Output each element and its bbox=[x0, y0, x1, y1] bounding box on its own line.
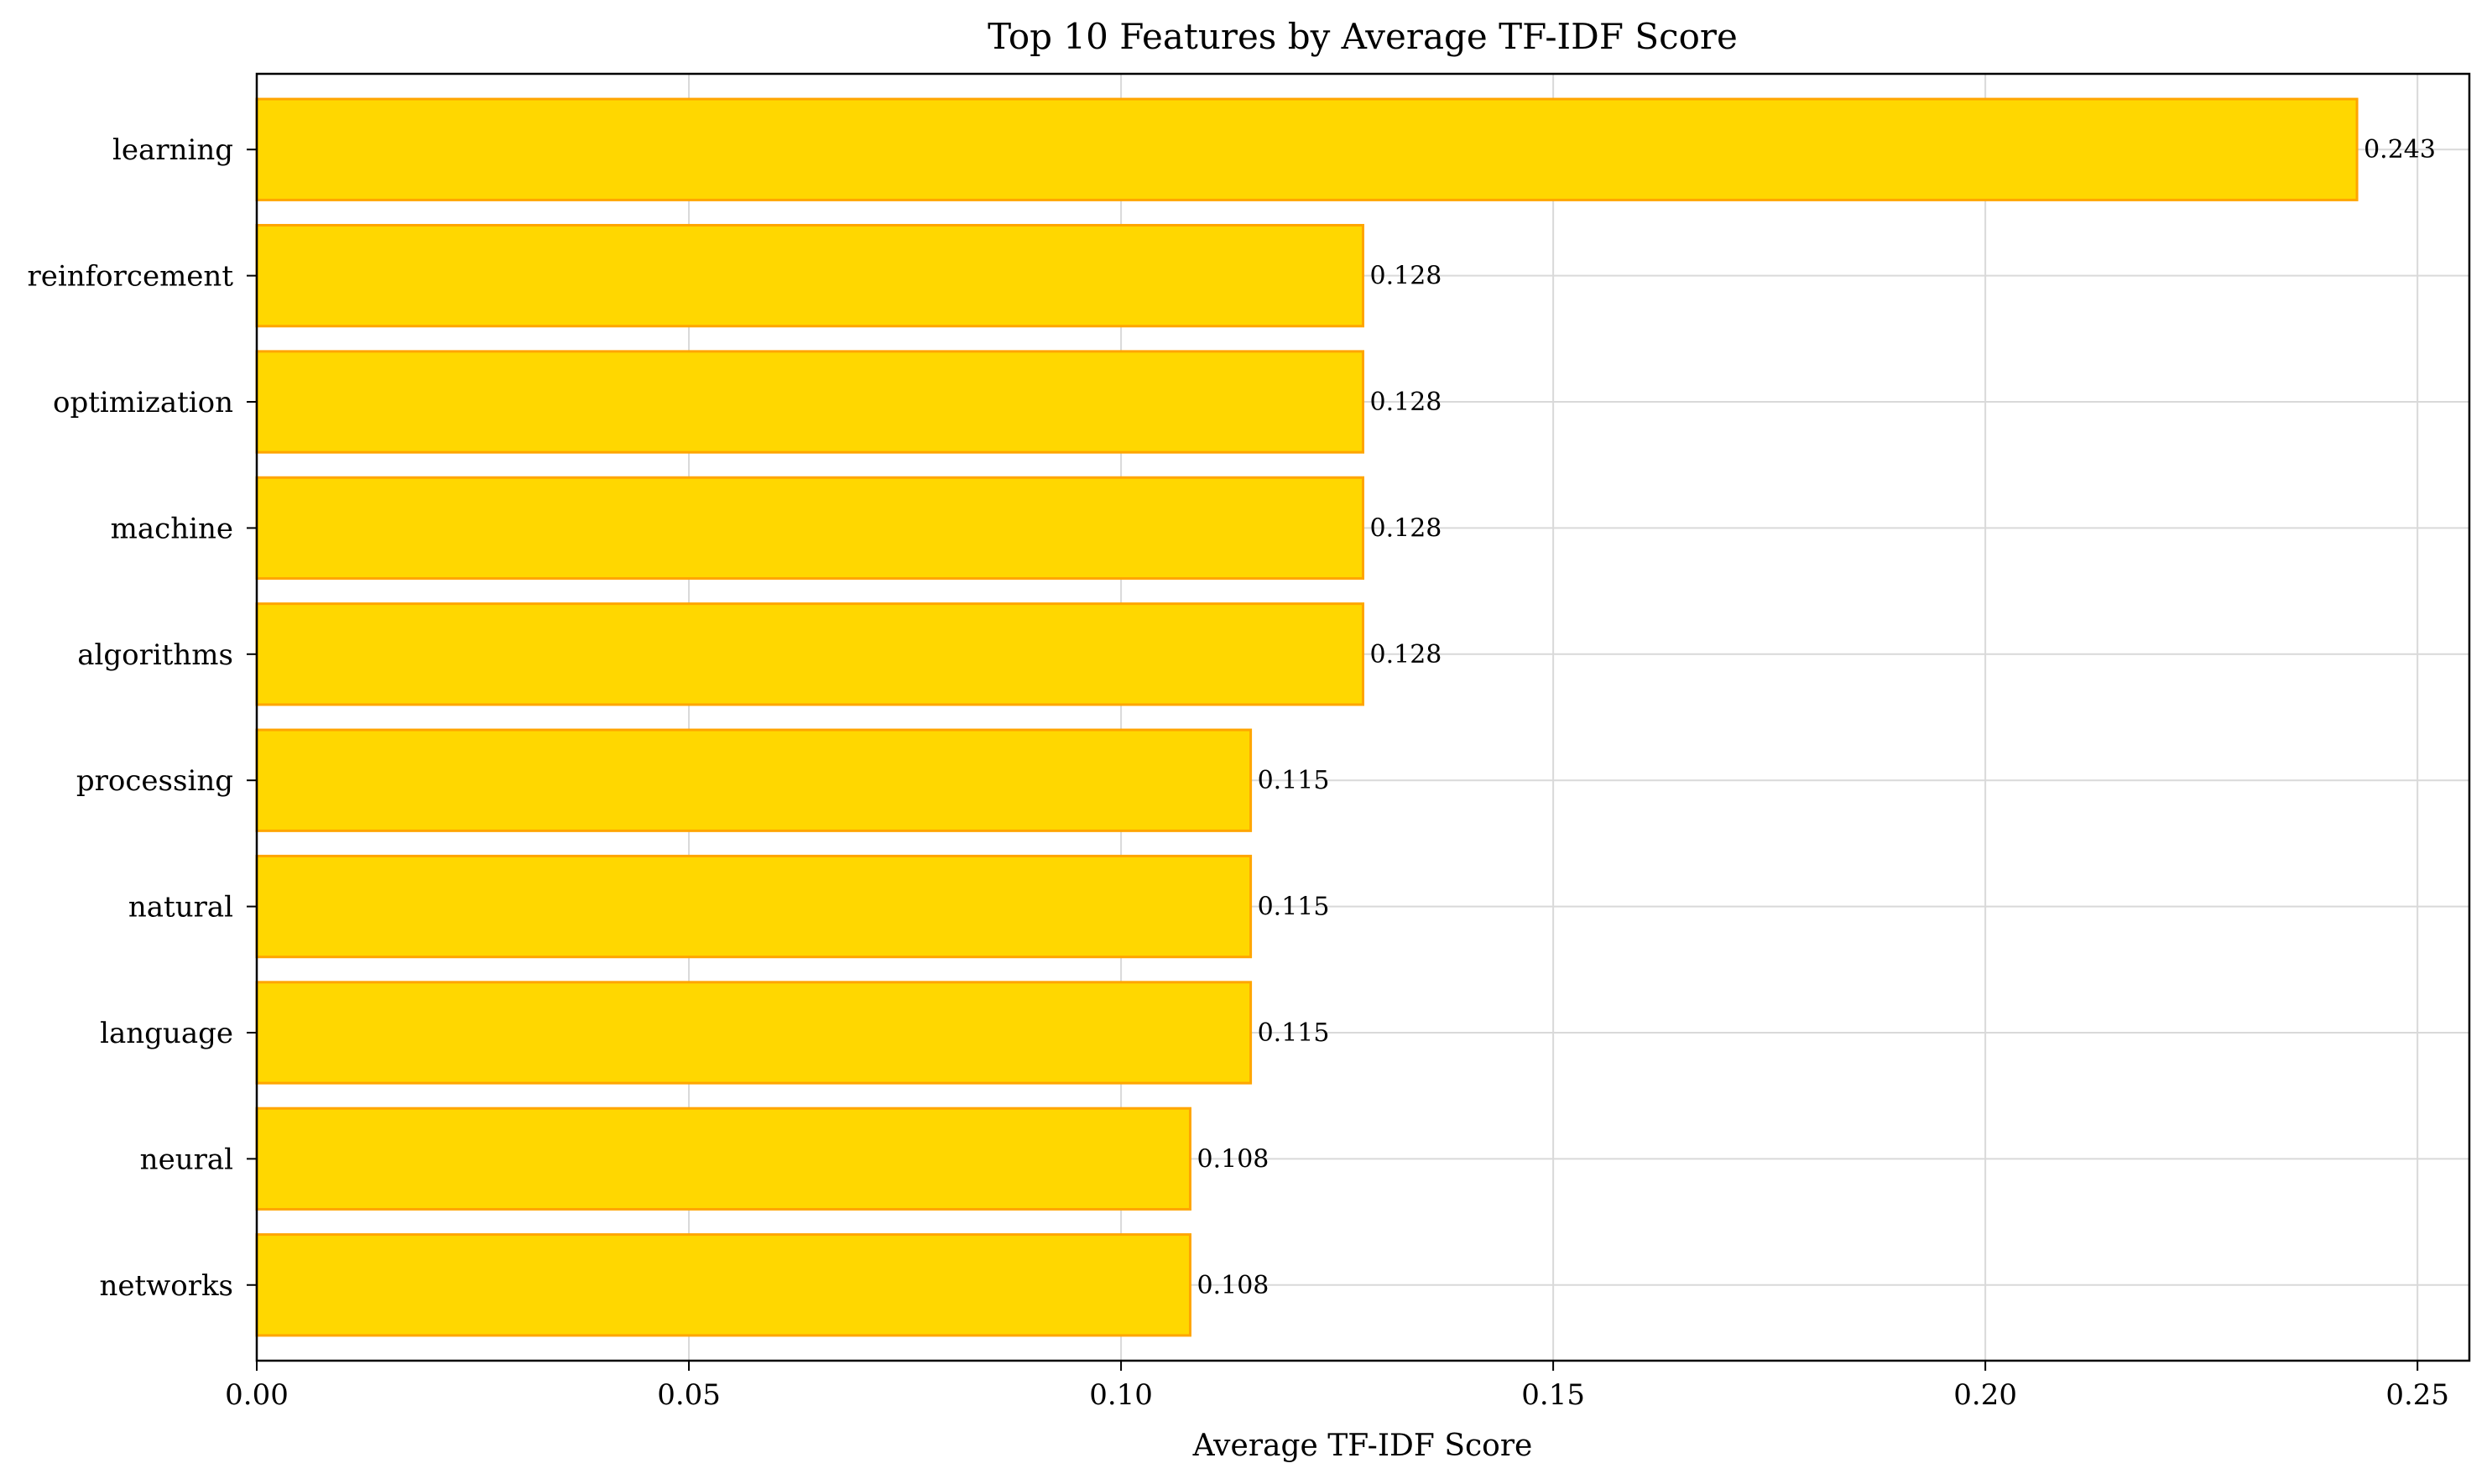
bar bbox=[255, 1106, 1191, 1211]
bar bbox=[255, 981, 1253, 1085]
plot-area-frame bbox=[255, 72, 2471, 1362]
bar-value-label: 0.243 bbox=[2364, 135, 2436, 164]
x-tick-label: 0.05 bbox=[657, 1378, 721, 1412]
bar-value-label: 0.115 bbox=[1258, 893, 1330, 922]
x-tick-label: 0.10 bbox=[1089, 1378, 1153, 1412]
bar-value-label: 0.115 bbox=[1258, 766, 1330, 795]
bar-value-label: 0.115 bbox=[1258, 1018, 1330, 1048]
y-tick-label: natural bbox=[128, 891, 233, 924]
x-tick-label: 0.25 bbox=[2385, 1378, 2449, 1412]
bar-value-label: 0.128 bbox=[1370, 640, 1442, 669]
bar-value-label: 0.108 bbox=[1196, 1144, 1269, 1174]
bar bbox=[255, 476, 1364, 581]
bars bbox=[255, 97, 2359, 1337]
x-tick-label: 0.00 bbox=[225, 1378, 289, 1412]
x-axis: 0.00 0.05 0.10 0.15 0.20 0.25 bbox=[225, 1361, 2449, 1412]
x-tick-label: 0.20 bbox=[1953, 1378, 2017, 1412]
bar bbox=[255, 97, 2359, 201]
bar-value-label: 0.128 bbox=[1370, 388, 1442, 417]
y-tick-label: neural bbox=[140, 1143, 233, 1176]
bar-value-label: 0.128 bbox=[1370, 513, 1442, 543]
y-tick-label: processing bbox=[76, 764, 233, 798]
bar bbox=[255, 854, 1253, 959]
y-tick-label: machine bbox=[111, 512, 233, 545]
chart-title: Top 10 Features by Average TF-IDF Score bbox=[988, 16, 1738, 57]
y-tick-label: reinforcement bbox=[27, 260, 233, 294]
y-tick-label: networks bbox=[99, 1269, 233, 1303]
bar bbox=[255, 1233, 1191, 1337]
x-axis-label: Average TF-IDF Score bbox=[1192, 1429, 1533, 1463]
y-axis: learning reinforcement optimization machine… bbox=[27, 133, 257, 1303]
bar bbox=[255, 602, 1364, 706]
bar bbox=[255, 350, 1364, 454]
x-tick-label: 0.15 bbox=[1521, 1378, 1585, 1412]
bar-value-label: 0.108 bbox=[1196, 1271, 1269, 1300]
bar bbox=[255, 728, 1253, 832]
y-tick-label: language bbox=[100, 1017, 233, 1050]
bar-value-label: 0.128 bbox=[1370, 262, 1442, 291]
bar bbox=[255, 223, 1364, 328]
value-labels: 0.243 0.128 0.128 0.128 0.128 0.115 0.115 0.115… bbox=[1196, 135, 2435, 1300]
y-tick-label: algorithms bbox=[77, 638, 233, 672]
y-tick-label: optimization bbox=[53, 386, 233, 419]
y-tick-label: learning bbox=[112, 133, 233, 167]
